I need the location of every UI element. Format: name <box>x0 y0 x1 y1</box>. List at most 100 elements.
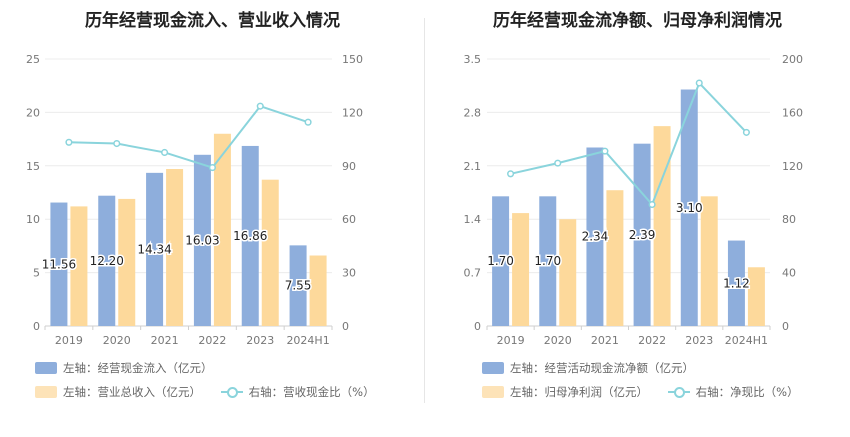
right-axis-tick-label: 0 <box>342 320 349 333</box>
bar <box>492 196 510 326</box>
bar <box>559 219 577 326</box>
line-point <box>113 140 121 148</box>
right-axis-tick-label: 30 <box>342 267 356 280</box>
line-point <box>648 200 656 209</box>
bar <box>309 255 327 326</box>
series-line <box>68 104 309 169</box>
line-point <box>554 159 562 167</box>
x-axis-tick-label: 2019 <box>55 334 83 347</box>
data-label: 16.03 <box>185 233 219 247</box>
right-axis-tick-label: 120 <box>782 160 803 173</box>
x-axis-tick-label: 2024H1 <box>725 334 768 347</box>
left-axis-tick-label: 1.4 <box>464 213 482 226</box>
legend-swatch <box>35 362 57 374</box>
bar <box>50 202 68 326</box>
right-axis-tick-label: 120 <box>342 106 363 119</box>
right-axis-tick-label: 90 <box>342 160 356 173</box>
bar <box>539 196 557 326</box>
bar <box>606 190 624 326</box>
left-axis-tick-label: 2.8 <box>464 106 482 119</box>
bar <box>700 196 718 326</box>
bar <box>98 195 116 326</box>
legend-item-inflow[interactable]: 左轴：经营现金流入（亿元） <box>35 360 213 376</box>
legend-swatch <box>35 386 57 398</box>
bar <box>586 147 604 326</box>
legend-label: 左轴：归母净利润（亿元） <box>510 385 648 399</box>
legend-line-icon <box>220 386 243 398</box>
legend-swatch <box>482 386 504 398</box>
right-axis-tick-label: 150 <box>342 53 363 66</box>
line-point <box>695 79 703 87</box>
bar <box>289 245 307 326</box>
x-axis-tick-label: 2020 <box>544 334 572 347</box>
right-axis-tick-label: 40 <box>782 267 796 280</box>
data-label: 1.12 <box>723 276 750 290</box>
legend-label: 左轴：营业总收入（亿元） <box>63 385 201 399</box>
bar <box>512 213 530 326</box>
line-point <box>161 148 169 156</box>
data-label: 16.86 <box>233 229 267 243</box>
left-axis-tick-label: 0 <box>474 320 481 333</box>
line-point <box>601 147 609 155</box>
left-axis-tick-label: 25 <box>26 53 40 66</box>
line-point <box>65 138 73 146</box>
left-axis-tick-label: 10 <box>26 213 40 226</box>
x-axis-tick-label: 2021 <box>591 334 619 347</box>
bar <box>747 267 765 326</box>
right-axis-tick-label: 80 <box>782 213 796 226</box>
bar <box>213 133 231 326</box>
right-axis-tick-label: 0 <box>782 320 789 333</box>
data-label: 1.70 <box>534 254 561 268</box>
data-label: 3.10 <box>676 201 703 215</box>
series-line <box>510 81 748 207</box>
x-axis-tick-label: 2022 <box>198 334 226 347</box>
line-point <box>304 118 312 126</box>
bar <box>261 179 279 326</box>
data-label: 12.20 <box>90 254 124 268</box>
left-axis-tick-label: 5 <box>33 267 40 280</box>
legend-item-net-cashflow[interactable]: 左轴：经营活动现金流净额（亿元） <box>482 360 694 376</box>
chart-panel-right: 历年经营现金流净额、归母净利润情况 0 0.7 1.4 2.1 2.8 3.5 0 40 80 1… <box>425 0 850 437</box>
bar <box>166 169 184 326</box>
x-axis-tick-label: 2023 <box>246 334 274 347</box>
panel-divider <box>424 18 425 403</box>
bar <box>680 89 698 326</box>
x-axis-tick-label: 2023 <box>685 334 713 347</box>
left-axis-tick-label: 3.5 <box>464 53 482 66</box>
bar <box>653 126 671 326</box>
left-axis-tick-label: 2.1 <box>464 160 482 173</box>
data-label: 2.39 <box>629 228 656 242</box>
data-label: 7.55 <box>285 279 312 293</box>
left-axis-tick-label: 15 <box>26 160 40 173</box>
legend-item-ratio[interactable]: 右轴：营收现金比（%） <box>220 384 375 400</box>
legend-item-revenue[interactable]: 左轴：营业总收入（亿元） <box>35 384 201 400</box>
line-point <box>742 128 750 136</box>
chart-title: 历年经营现金流入、营业收入情况 <box>85 11 340 31</box>
data-label: 2.34 <box>582 230 609 244</box>
line-point <box>256 102 264 110</box>
left-axis-tick-label: 0 <box>33 320 40 333</box>
line-point <box>208 164 216 172</box>
x-axis-tick-label: 2022 <box>638 334 666 347</box>
bar <box>727 240 745 326</box>
right-axis-tick-label: 160 <box>782 106 803 119</box>
legend-label: 右轴：营收现金比（%） <box>248 385 375 399</box>
chart-title: 历年经营现金流净额、归母净利润情况 <box>493 11 782 31</box>
line-point <box>507 170 515 178</box>
legend-label: 右轴：净现比（%） <box>695 385 799 399</box>
x-axis-tick-label: 2019 <box>497 334 525 347</box>
left-axis-tick-label: 0.7 <box>464 267 482 280</box>
legend-item-net-cash-ratio[interactable]: 右轴：净现比（%） <box>667 384 799 400</box>
bar <box>70 206 88 326</box>
bar <box>118 198 136 326</box>
data-label: 14.34 <box>137 242 171 256</box>
right-axis-tick-label: 60 <box>342 213 356 226</box>
legend-label: 左轴：经营现金流入（亿元） <box>63 361 213 375</box>
right-axis-tick-label: 200 <box>782 53 803 66</box>
legend-label: 左轴：经营活动现金流净额（亿元） <box>510 361 694 375</box>
left-axis-tick-label: 20 <box>26 106 40 119</box>
legend-item-net-profit[interactable]: 左轴：归母净利润（亿元） <box>482 384 648 400</box>
legend-line-icon <box>667 386 690 398</box>
chart-panel-left: 历年经营现金流入、营业收入情况 0 5 10 15 20 25 0 30 60 90 120 150 2… <box>26 11 375 400</box>
x-axis-tick-label: 2020 <box>103 334 131 347</box>
